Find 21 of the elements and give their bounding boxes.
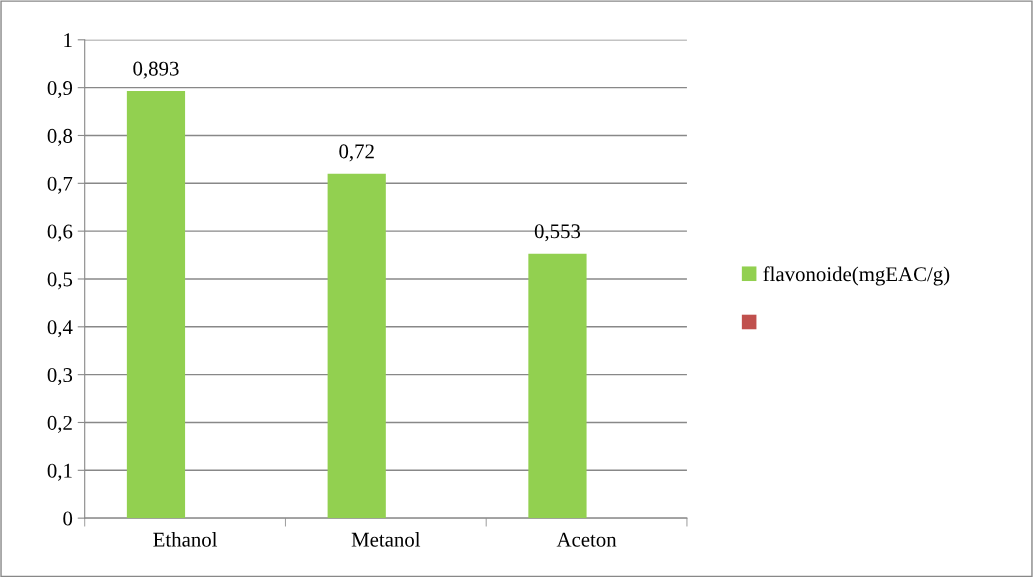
y-tick-label: 0,8 bbox=[47, 128, 73, 146]
y-tick-label: 1 bbox=[64, 33, 72, 48]
bar bbox=[528, 253, 587, 519]
y-tick-label: 0,5 bbox=[47, 272, 73, 290]
data-label: 0,72 bbox=[339, 144, 374, 162]
y-tick-label: 0,9 bbox=[47, 81, 73, 99]
y-tick-label: 0,6 bbox=[47, 224, 73, 242]
y-tick-label: 0 bbox=[63, 511, 73, 526]
bar bbox=[327, 173, 386, 519]
data-label: 0,893 bbox=[133, 61, 179, 79]
x-tick-label: Aceton bbox=[556, 532, 617, 547]
legend-label: flavonoide(mgEAC/g) bbox=[763, 266, 950, 286]
y-tick-label: 0,1 bbox=[47, 463, 72, 481]
data-label: 0,553 bbox=[534, 224, 581, 242]
y-tick-label: 0,3 bbox=[47, 368, 73, 386]
y-tick-label: 0,7 bbox=[47, 176, 73, 194]
bar bbox=[126, 90, 186, 519]
y-tick-label: 0,2 bbox=[47, 415, 72, 433]
y-tick-label: 0,4 bbox=[47, 320, 73, 338]
x-tick-label: Metanol bbox=[351, 532, 421, 547]
x-tick-label: Ethanol bbox=[153, 532, 218, 547]
